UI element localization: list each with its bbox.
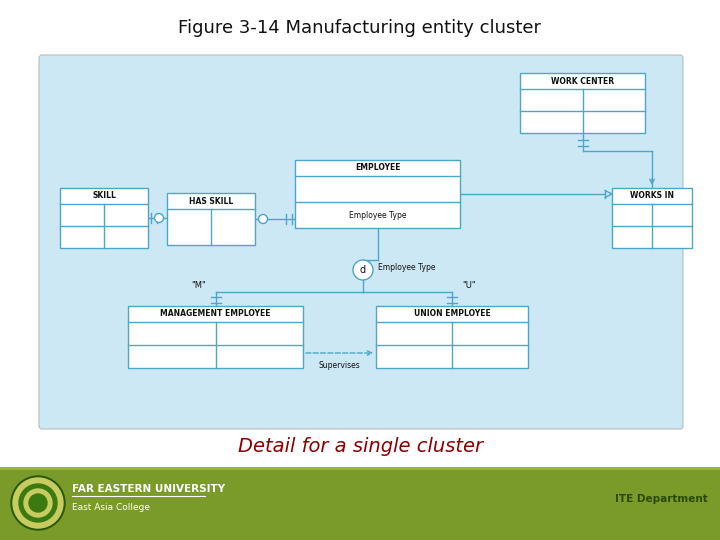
Bar <box>376 306 528 368</box>
Text: "M": "M" <box>191 280 205 289</box>
Text: ITE Department: ITE Department <box>616 494 708 504</box>
Text: "U": "U" <box>462 280 476 289</box>
Text: Employee Type: Employee Type <box>348 211 406 219</box>
Text: MANAGEMENT EMPLOYEE: MANAGEMENT EMPLOYEE <box>161 309 271 319</box>
Bar <box>128 306 303 368</box>
Text: EMPLOYEE: EMPLOYEE <box>355 164 400 172</box>
Bar <box>60 188 148 248</box>
Text: SKILL: SKILL <box>92 192 116 200</box>
Bar <box>0 467 720 540</box>
Circle shape <box>258 214 268 224</box>
Circle shape <box>29 494 47 512</box>
Circle shape <box>24 489 52 517</box>
Text: Figure 3-14 Manufacturing entity cluster: Figure 3-14 Manufacturing entity cluster <box>179 19 541 37</box>
Circle shape <box>19 484 57 522</box>
Circle shape <box>353 260 373 280</box>
Text: Detail for a single cluster: Detail for a single cluster <box>238 437 482 456</box>
Circle shape <box>11 476 65 530</box>
Circle shape <box>155 213 163 222</box>
Text: Supervises: Supervises <box>319 361 361 370</box>
Text: d: d <box>360 265 366 275</box>
Bar <box>295 160 460 228</box>
Bar <box>520 73 645 133</box>
Bar <box>612 188 692 248</box>
Text: HAS SKILL: HAS SKILL <box>189 197 233 206</box>
Text: East Asia College: East Asia College <box>72 503 150 511</box>
Text: FAR EASTERN UNIVERSITY: FAR EASTERN UNIVERSITY <box>72 484 225 494</box>
Text: WORK CENTER: WORK CENTER <box>551 77 614 85</box>
Bar <box>167 193 255 245</box>
Circle shape <box>13 478 63 528</box>
Text: Employee Type: Employee Type <box>378 262 436 272</box>
FancyBboxPatch shape <box>39 55 683 429</box>
Text: WORKS IN: WORKS IN <box>630 192 674 200</box>
Text: UNION EMPLOYEE: UNION EMPLOYEE <box>413 309 490 319</box>
